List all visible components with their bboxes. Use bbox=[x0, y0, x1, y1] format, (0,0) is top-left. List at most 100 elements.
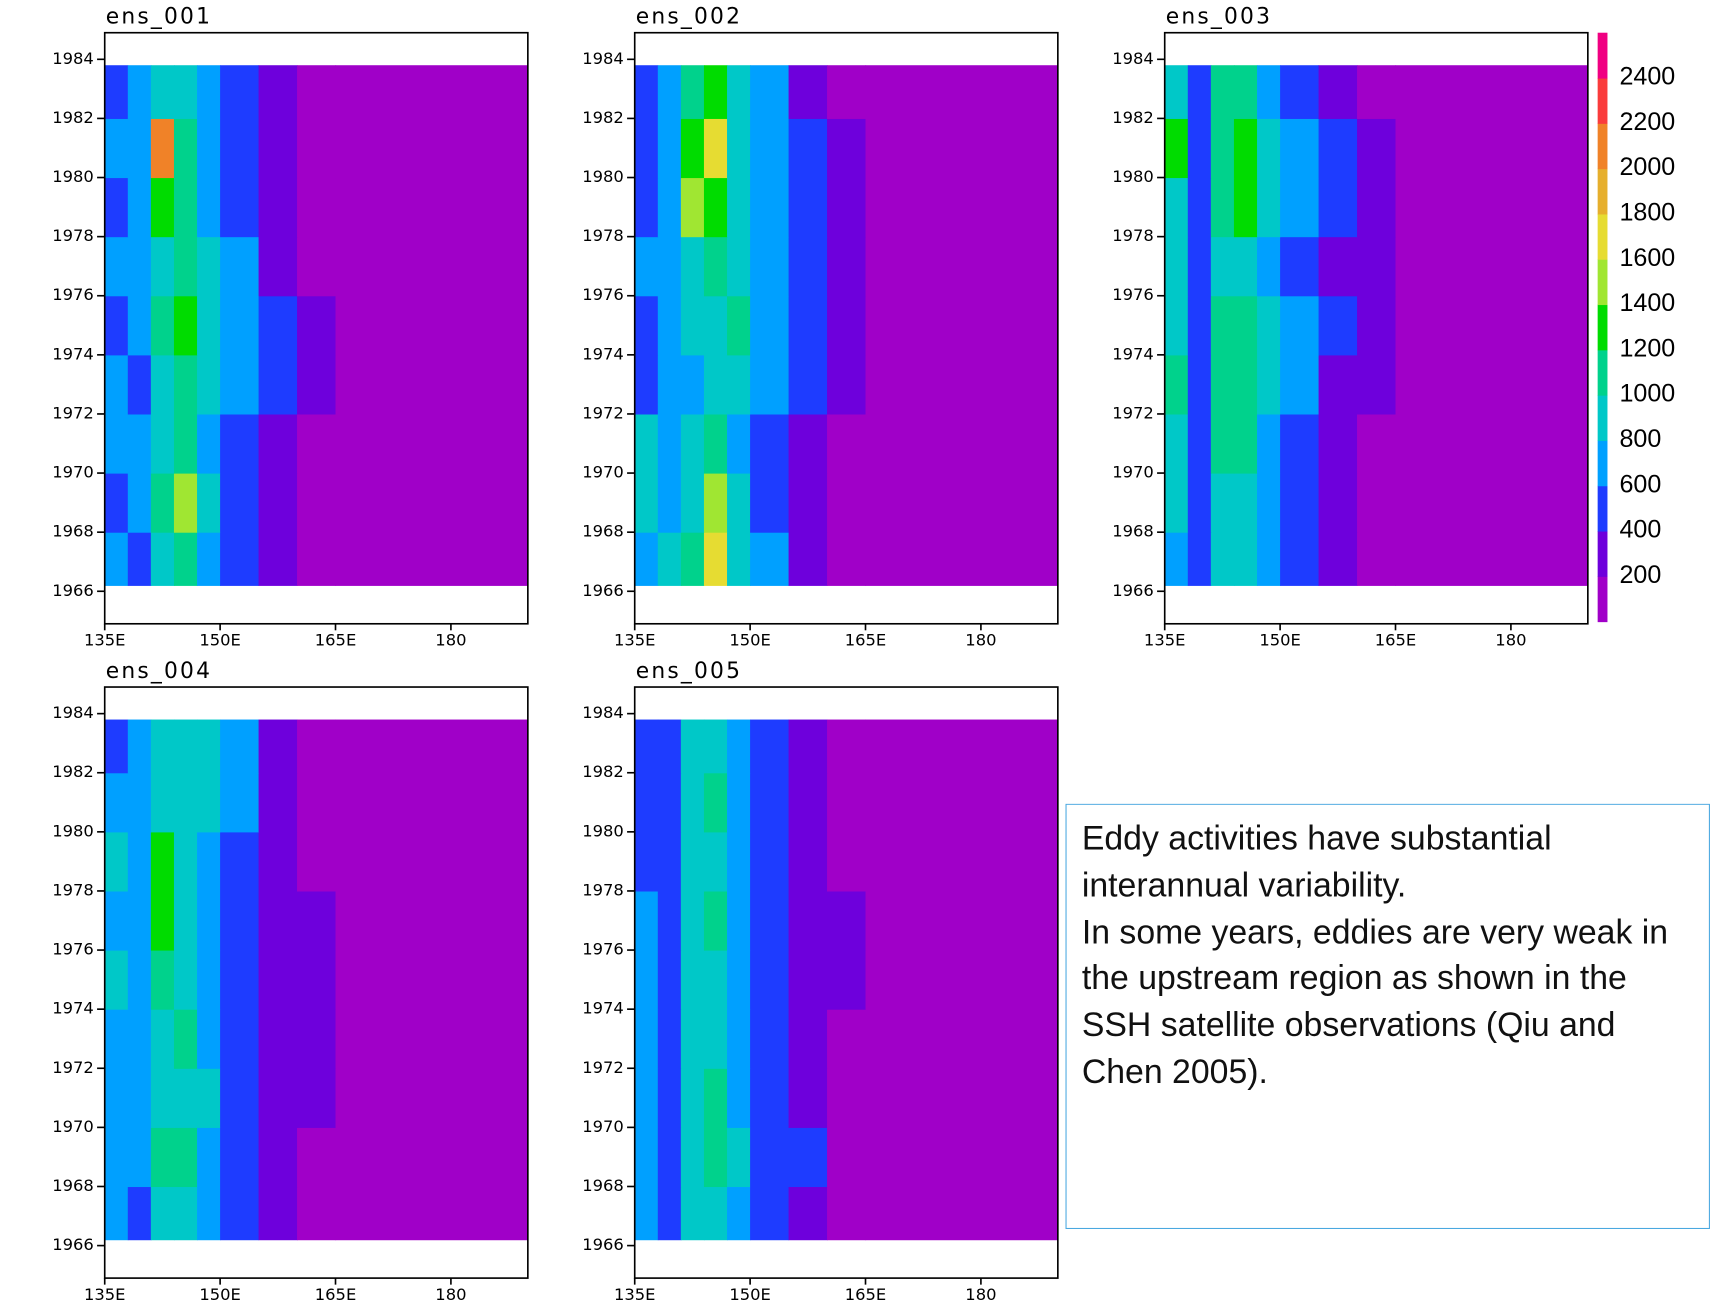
cell bbox=[258, 413, 298, 474]
cell bbox=[197, 1127, 221, 1188]
cell bbox=[297, 413, 337, 474]
colorbar-label: 2200 bbox=[1619, 108, 1675, 136]
x-tick-label: 180 bbox=[1495, 631, 1526, 650]
cell bbox=[827, 831, 867, 892]
y-tick-label: 1974 bbox=[52, 999, 94, 1018]
cell bbox=[173, 118, 198, 179]
panel-title: ens_002 bbox=[636, 4, 742, 29]
cell bbox=[1395, 177, 1589, 238]
cell bbox=[827, 118, 867, 179]
cell bbox=[788, 354, 828, 415]
cell bbox=[1280, 413, 1320, 474]
cell bbox=[827, 65, 867, 119]
cell bbox=[1280, 177, 1320, 238]
cell bbox=[104, 831, 129, 892]
cell bbox=[127, 1009, 152, 1069]
y-tick-label: 1976 bbox=[52, 285, 94, 304]
cell bbox=[1357, 354, 1397, 415]
y-tick-label: 1968 bbox=[52, 1176, 94, 1195]
cell bbox=[1233, 118, 1258, 179]
cell bbox=[1233, 413, 1258, 474]
cell bbox=[1257, 413, 1281, 474]
cell bbox=[750, 1009, 790, 1069]
x-tick-label: 165E bbox=[315, 1285, 357, 1304]
cell bbox=[197, 354, 221, 415]
cell bbox=[788, 1009, 828, 1069]
y-tick-label: 1982 bbox=[52, 762, 94, 781]
cell bbox=[1257, 295, 1281, 356]
cell bbox=[297, 65, 337, 119]
cell bbox=[258, 65, 298, 119]
cell bbox=[127, 890, 152, 951]
cell bbox=[727, 831, 751, 892]
cell bbox=[750, 473, 790, 533]
cell bbox=[703, 118, 728, 179]
cell bbox=[657, 890, 682, 951]
cell bbox=[173, 1009, 198, 1069]
y-tick-label: 1972 bbox=[52, 1058, 94, 1077]
cell bbox=[750, 532, 790, 586]
cell bbox=[150, 890, 175, 951]
cell bbox=[657, 236, 682, 297]
y-tick-label: 1972 bbox=[582, 403, 624, 422]
cell bbox=[104, 1009, 129, 1069]
y-tick-label: 1974 bbox=[52, 344, 94, 363]
cell bbox=[335, 950, 529, 1010]
cell bbox=[127, 950, 152, 1010]
cell bbox=[703, 1186, 728, 1241]
colorbar-label: 1800 bbox=[1619, 199, 1675, 227]
colorbar-label: 2400 bbox=[1619, 63, 1675, 91]
cell bbox=[788, 1127, 828, 1188]
cell bbox=[104, 236, 129, 297]
cell bbox=[220, 1127, 260, 1188]
cell bbox=[1210, 413, 1235, 474]
cell bbox=[258, 177, 298, 238]
cell bbox=[865, 1009, 1059, 1069]
x-tick-label: 135E bbox=[614, 1285, 656, 1304]
colorbar-label: 200 bbox=[1619, 561, 1661, 589]
cell bbox=[1395, 354, 1589, 415]
cell bbox=[703, 831, 728, 892]
y-tick-label: 1968 bbox=[1112, 522, 1154, 541]
cell bbox=[727, 890, 751, 951]
cell bbox=[197, 831, 221, 892]
cell bbox=[703, 65, 728, 119]
x-tick-label: 135E bbox=[84, 631, 126, 650]
cell bbox=[258, 719, 298, 774]
cell bbox=[634, 295, 659, 356]
cell bbox=[297, 1068, 337, 1128]
cell bbox=[127, 65, 152, 119]
cell bbox=[335, 719, 529, 774]
cell bbox=[258, 1127, 298, 1188]
cell bbox=[297, 1186, 337, 1241]
cell bbox=[788, 177, 828, 238]
cell bbox=[657, 1068, 682, 1128]
cell bbox=[865, 65, 1059, 119]
cell bbox=[657, 1186, 682, 1241]
cell bbox=[827, 1068, 867, 1128]
plot-frame bbox=[633, 31, 1059, 625]
y-tick-label: 1984 bbox=[582, 49, 624, 68]
cell bbox=[1164, 532, 1189, 586]
cell bbox=[657, 831, 682, 892]
colorbar-label: 1600 bbox=[1619, 244, 1675, 272]
y-tick-label: 1966 bbox=[582, 1235, 624, 1254]
cell bbox=[703, 473, 728, 533]
cell bbox=[1164, 413, 1189, 474]
colorbar-segment bbox=[1597, 304, 1608, 351]
cell bbox=[297, 473, 337, 533]
cell bbox=[1280, 118, 1320, 179]
y-tick-label: 1976 bbox=[582, 940, 624, 959]
cell bbox=[104, 890, 129, 951]
cell bbox=[1164, 177, 1189, 238]
cell bbox=[127, 118, 152, 179]
cell bbox=[1318, 473, 1358, 533]
cell bbox=[1187, 354, 1212, 415]
paragraph: In some years, eddies are very weak in t… bbox=[1081, 912, 1669, 1091]
cell bbox=[127, 532, 152, 586]
cell bbox=[220, 950, 260, 1010]
x-tick-label: 150E bbox=[729, 1285, 771, 1304]
cell bbox=[750, 295, 790, 356]
colorbar-segment bbox=[1597, 440, 1608, 487]
y-tick-label: 1970 bbox=[582, 1117, 624, 1136]
